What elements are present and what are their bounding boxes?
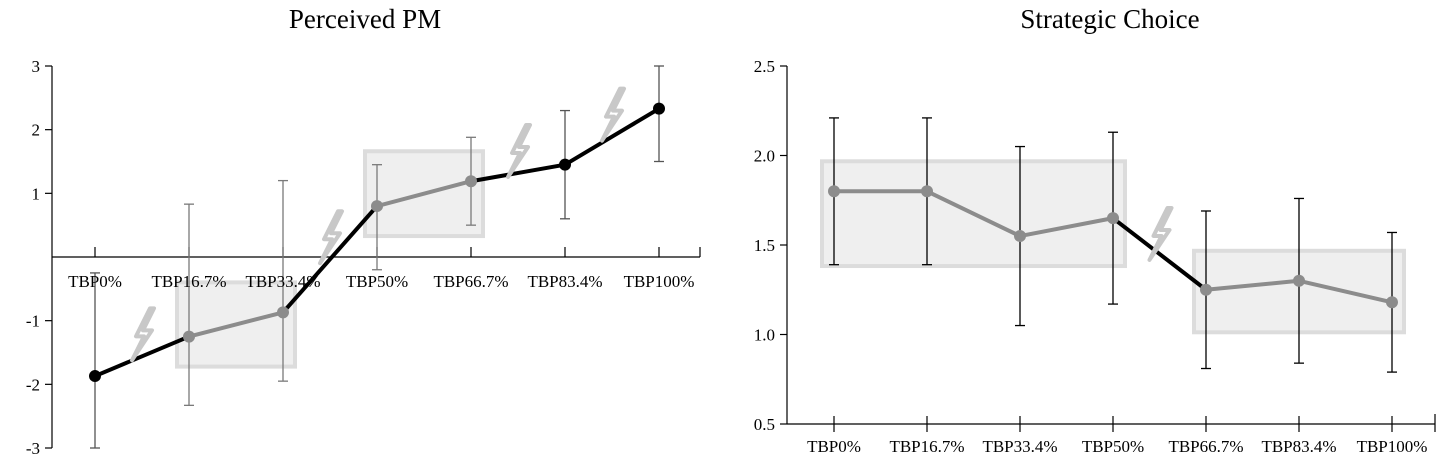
series-line-segment — [563, 106, 661, 167]
lightning-icon — [1147, 205, 1174, 262]
data-point — [828, 185, 840, 198]
series-line-segment — [281, 204, 379, 315]
data-point — [1107, 212, 1119, 225]
x-tick-label: TBP16.7% — [151, 272, 226, 291]
x-tick-label: TBP33.4% — [982, 437, 1057, 456]
x-tick-label: TBP33.4% — [245, 272, 320, 291]
data-point — [1386, 296, 1398, 309]
x-tick-label: TBP0% — [807, 437, 861, 456]
data-point — [277, 306, 289, 319]
data-point — [89, 370, 101, 383]
series-line-segment — [925, 189, 1022, 239]
x-tick-label: TBP16.7% — [889, 437, 964, 456]
data-point — [1014, 230, 1026, 243]
x-tick-label: TBP83.4% — [527, 272, 602, 291]
data-point — [653, 102, 665, 115]
y-tick-label: 0.5 — [754, 415, 775, 434]
series-line-segment — [469, 162, 567, 184]
y-tick-label: 1.0 — [754, 326, 775, 345]
series-line-segment — [1018, 216, 1115, 239]
x-tick-label: TBP100% — [624, 272, 695, 291]
chart-title: Strategic Choice — [1020, 4, 1199, 34]
y-tick-label: 1 — [32, 184, 41, 203]
data-point — [371, 200, 383, 213]
chart-title: Perceived PM — [289, 4, 441, 34]
series-line-segment — [1204, 278, 1301, 292]
y-tick-label: 2.5 — [754, 57, 775, 76]
x-tick-label: TBP50% — [1082, 437, 1144, 456]
data-point — [1200, 283, 1212, 296]
y-tick-label: 1.5 — [754, 236, 775, 255]
data-point — [465, 175, 477, 188]
x-tick-label: TBP66.7% — [433, 272, 508, 291]
y-tick-label: -3 — [26, 439, 40, 458]
data-point — [559, 158, 571, 171]
x-tick-label: TBP50% — [346, 272, 408, 291]
series-line-segment — [1297, 278, 1394, 305]
lightning-icon — [130, 306, 156, 363]
y-tick-label: 3 — [32, 57, 41, 76]
chart-strategic-choice: Strategic Choice 0.5 1.0 1.5 2.0 2.5 TBP0% TBP1… — [754, 4, 1436, 456]
chart-perceived-pm: Perceived PM -3 -2 -1 1 2 3 TBP0% TBP16.7% TBP33.… — [26, 4, 701, 458]
series-line-segment — [375, 179, 473, 209]
data-point — [921, 185, 933, 198]
x-tick-label: TBP66.7% — [1168, 437, 1243, 456]
lightning-icon — [318, 209, 344, 266]
y-tick-label: 2 — [32, 121, 41, 140]
y-tick-label: 2.0 — [754, 147, 775, 166]
data-point — [183, 330, 195, 343]
series-line-segment — [187, 310, 285, 339]
x-tick-label: TBP0% — [68, 272, 122, 291]
y-tick-label: -1 — [26, 312, 40, 331]
y-tick-label: -2 — [26, 375, 40, 394]
lightning-icon — [506, 122, 532, 179]
x-tick-label: TBP100% — [1357, 437, 1428, 456]
data-point — [1293, 274, 1305, 287]
series-line-segment — [93, 334, 191, 379]
x-tick-label: TBP83.4% — [1261, 437, 1336, 456]
series-line-segment — [1111, 216, 1208, 292]
lightning-icon — [600, 86, 626, 143]
